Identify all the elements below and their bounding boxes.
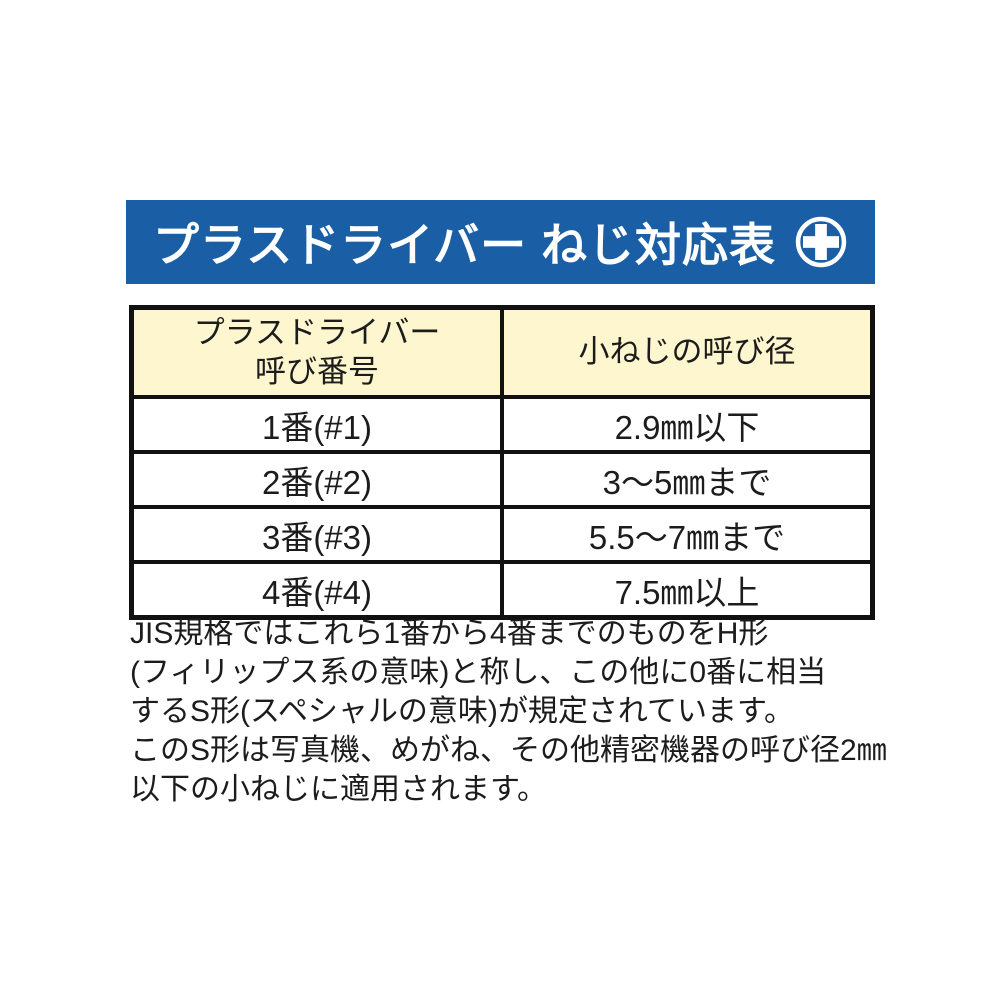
header-driver-number-line1: プラスドライバー <box>193 314 441 350</box>
page-title: プラスドライバー ねじ対応表 <box>153 219 776 271</box>
driver-no-cell: 2番(#2) <box>129 450 504 509</box>
screwdriver-screw-table: プラスドライバー 呼び番号 小ねじの呼び径 1番(#1) 2.9㎜以下 2番(#… <box>129 305 875 620</box>
title-banner: プラスドライバー ねじ対応表 <box>126 200 875 284</box>
header-screw-diameter-label: 小ねじの呼び径 <box>578 334 796 370</box>
jis-note: JIS規格ではこれら1番から4番までのものをH形 (フィリップス系の意味)と称し… <box>130 614 890 809</box>
table-row: 1番(#1) 2.9㎜以下 <box>129 395 875 454</box>
screw-dia-cell: 3〜5㎜まで <box>500 450 875 509</box>
note-line: (フィリップス系の意味)と称し、この他に0番に相当 <box>130 656 827 689</box>
driver-no-cell: 1番(#1) <box>129 395 504 454</box>
header-driver-number-line2: 呼び番号 <box>255 353 379 389</box>
screw-dia-cell: 7.5㎜以上 <box>500 560 875 620</box>
table-header-row: プラスドライバー 呼び番号 小ねじの呼び径 <box>129 305 875 399</box>
header-screw-diameter: 小ねじの呼び径 <box>500 305 875 399</box>
note-line: 以下の小ねじに適用されます。 <box>130 773 547 806</box>
note-line: JIS規格ではこれら1番から4番までのものをH形 <box>130 617 769 650</box>
driver-no-cell: 4番(#4) <box>129 560 504 620</box>
driver-no-cell: 3番(#3) <box>129 505 504 564</box>
header-driver-number: プラスドライバー 呼び番号 <box>129 305 504 399</box>
note-line: このS形は写真機、めがね、その他精密機器の呼び径2㎜ <box>130 734 887 767</box>
table-row: 4番(#4) 7.5㎜以上 <box>129 560 875 620</box>
phillips-plus-icon <box>794 215 848 269</box>
screw-dia-cell: 5.5〜7㎜まで <box>500 505 875 564</box>
note-line: するS形(スペシャルの意味)が規定されています。 <box>130 695 794 728</box>
screw-dia-cell: 2.9㎜以下 <box>500 395 875 454</box>
table-row: 3番(#3) 5.5〜7㎜まで <box>129 505 875 564</box>
table-row: 2番(#2) 3〜5㎜まで <box>129 450 875 509</box>
